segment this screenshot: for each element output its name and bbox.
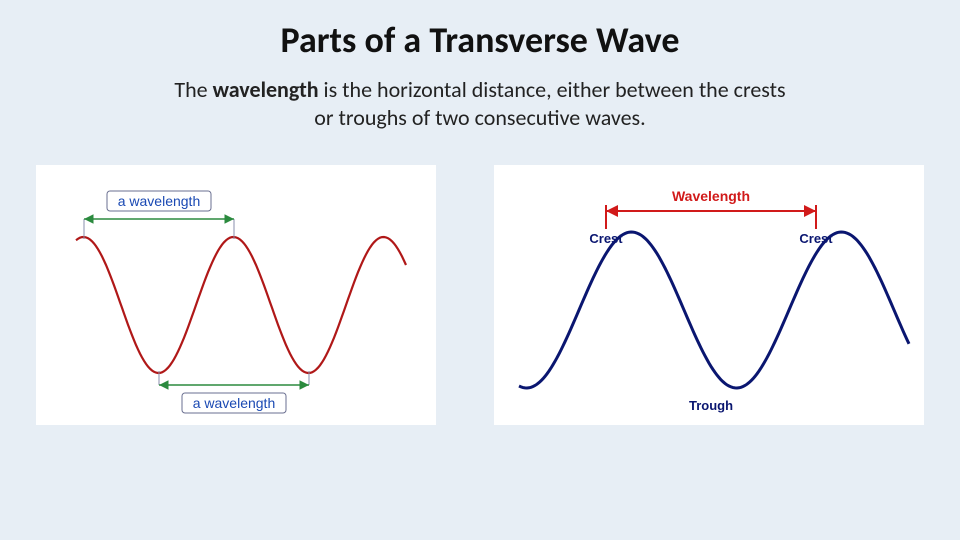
diagram-row: a wavelength a wavelength Wavelength Crest… [0,131,960,425]
definition-pre: The [174,76,212,103]
left-wave-curve [76,237,406,373]
wavelength-label: Wavelength [672,188,750,204]
right-wave-panel: Wavelength Crest Crest Trough [494,165,924,425]
right-wave-svg: Wavelength Crest Crest Trough [494,165,924,425]
top-wavelength-label: a wavelength [118,193,201,209]
crest-label: Crest [799,231,833,246]
trough-label: Trough [689,398,733,413]
definition-post: is the horizontal distance, either betwe… [314,76,785,131]
left-wave-panel: a wavelength a wavelength [36,165,436,425]
page-title: Parts of a Transverse Wave [0,0,960,62]
right-wave-curve [519,232,909,388]
definition-bold: wavelength [213,76,319,103]
crest-label: Crest [589,231,623,246]
bottom-wavelength-label: a wavelength [193,395,276,411]
left-wave-svg: a wavelength a wavelength [36,165,436,425]
definition-text: The wavelength is the horizontal distanc… [170,76,790,131]
